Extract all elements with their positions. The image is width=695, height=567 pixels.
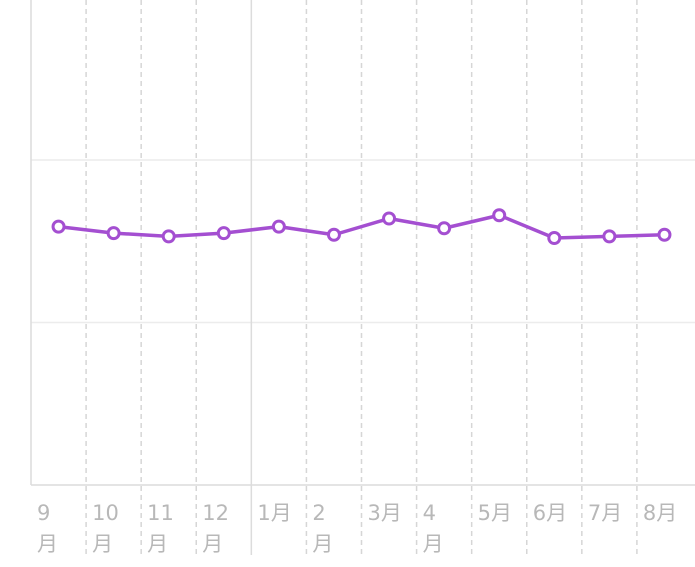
x-tick-label: 5月 (477, 501, 513, 525)
x-tick-label: 11 月 (147, 501, 174, 556)
point (602, 229, 617, 244)
x-tick-label: 12 月 (202, 501, 229, 556)
point (437, 221, 452, 236)
x-tick-label: 10 月 (92, 501, 119, 556)
x-tick-label: 6月 (532, 501, 568, 525)
x-tick-label: 8月 (642, 501, 678, 525)
point (382, 211, 397, 226)
point (657, 227, 672, 242)
x-tick-label: 9 月 (37, 501, 58, 556)
point (216, 226, 231, 241)
x-tick-label: 2 月 (312, 501, 334, 556)
point (326, 227, 341, 242)
x-tick-label: 1月 (257, 501, 292, 525)
point (161, 229, 176, 244)
point (271, 219, 286, 234)
line (58, 213, 665, 240)
point (106, 226, 121, 241)
point (547, 231, 562, 245)
point (492, 208, 507, 223)
x-tick-label: 7月 (587, 501, 623, 525)
x-tick-label: 3月 (367, 501, 402, 525)
x-tick-label: 4 月 (422, 501, 444, 556)
point (51, 219, 66, 234)
